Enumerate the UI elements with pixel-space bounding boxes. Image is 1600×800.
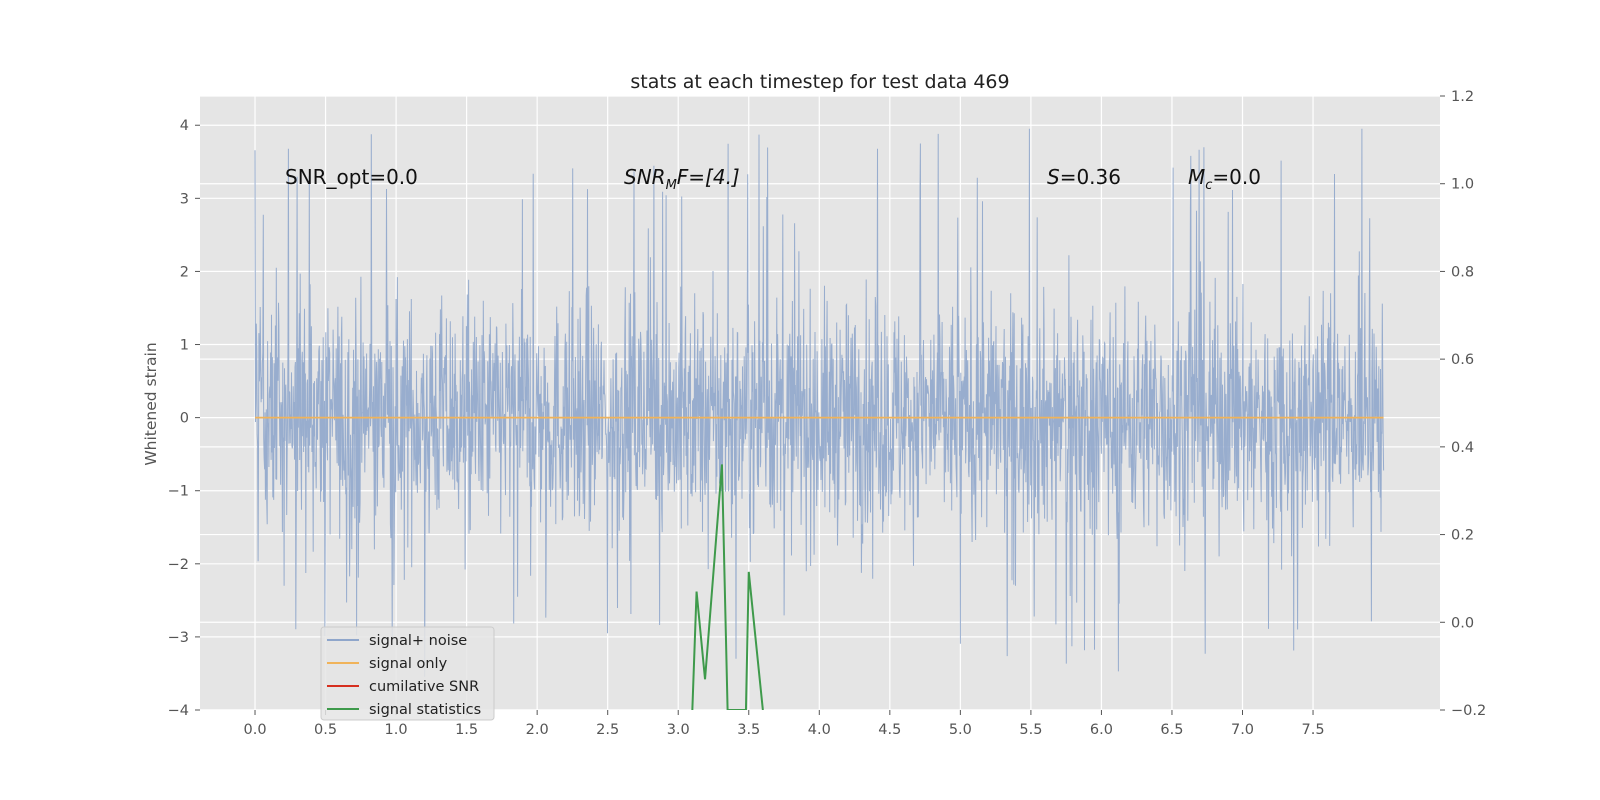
x-tick-label: 2.5 xyxy=(596,722,619,738)
annotation-mc-sub: c xyxy=(1205,178,1212,193)
x-tick-label: 4.0 xyxy=(808,722,831,738)
y2-tick-label: 1.2 xyxy=(1451,89,1474,105)
annotation-s: S=0.36 xyxy=(1047,165,1121,189)
y-tick-label: 1 xyxy=(180,338,189,354)
x-tick-label: 5.5 xyxy=(1019,722,1042,738)
x-tick-label: 5.0 xyxy=(949,722,972,738)
x-tick-label: 6.5 xyxy=(1160,722,1183,738)
axes-ticks: 0.0 0.5 1.0 1.5 2.0 2.5 3.0 3.5 4.0 4.5 5.0 5.5 6.0 6… xyxy=(168,89,1487,738)
annotation-mc-base: M xyxy=(1188,165,1205,189)
y-tick-label: −3 xyxy=(168,630,189,646)
annotation-snr-mf-base: SNR xyxy=(624,165,666,189)
legend-label-signal-noise: signal+ noise xyxy=(369,633,467,649)
x-tick-label: 4.5 xyxy=(878,722,901,738)
y-tick-label: 4 xyxy=(180,118,189,134)
y2-tick-label: 0.6 xyxy=(1451,352,1474,368)
y2-tick-label: 0.4 xyxy=(1451,440,1474,456)
y-tick-label: −4 xyxy=(168,703,189,719)
y2-tick-label: 1.0 xyxy=(1451,177,1474,193)
line-series-layer xyxy=(255,416,1384,710)
signal-noise-series xyxy=(254,128,1385,677)
x-tick-label: 7.0 xyxy=(1231,722,1254,738)
y2-tick-label: 0.8 xyxy=(1451,264,1474,280)
x-tick-label: 6.0 xyxy=(1090,722,1113,738)
x-tick-label: 3.0 xyxy=(667,722,690,738)
annotation-snr-mf-rest: F=[4.] xyxy=(677,165,740,189)
legend-label-cumulative-snr: cumilative SNR xyxy=(369,679,479,695)
signal-noise-line xyxy=(254,128,1385,677)
annotation-mc: Mc=0.0 xyxy=(1188,165,1261,193)
y-tick-label: 2 xyxy=(180,264,189,280)
y2-tick-label: 0.2 xyxy=(1451,528,1474,544)
x-tick-label: 1.0 xyxy=(385,722,408,738)
x-tick-label: 1.5 xyxy=(455,722,478,738)
signal-statistics-line xyxy=(691,464,764,710)
y-tick-label: −1 xyxy=(168,484,189,500)
y2-tick-label: −0.2 xyxy=(1451,703,1486,719)
legend-box xyxy=(320,626,495,721)
annotation-snr-mf: SNRMF=[4.] xyxy=(624,165,740,193)
y-tick-label: 3 xyxy=(180,191,189,207)
x-tick-label: 7.5 xyxy=(1302,722,1325,738)
legend-label-signal-only: signal only xyxy=(369,656,448,672)
annotation-s-var: S xyxy=(1047,165,1060,189)
x-tick-label: 0.5 xyxy=(314,722,337,738)
annotation-mc-val: =0.0 xyxy=(1212,165,1261,189)
x-tick-label: 3.5 xyxy=(737,722,760,738)
legend-label-signal-statistics: signal statistics xyxy=(369,702,481,718)
annotation-s-val: =0.36 xyxy=(1060,165,1121,189)
annotation-snr-mf-sub: M xyxy=(666,178,677,193)
chart-title: stats at each timestep for test data 469 xyxy=(630,71,1009,93)
x-tick-label: 0.0 xyxy=(243,722,266,738)
x-tick-label: 2.0 xyxy=(526,722,549,738)
chart-legend: signal+ noise signal only cumilative SNR… xyxy=(320,626,495,721)
y2-tick-label: 0.0 xyxy=(1451,615,1474,631)
y-tick-label: −2 xyxy=(168,557,189,573)
y-tick-label: 0 xyxy=(180,411,189,427)
y-axis-label: Whitened strain xyxy=(142,342,160,465)
annotation-snr-opt: SNR_opt=0.0 xyxy=(285,165,418,189)
